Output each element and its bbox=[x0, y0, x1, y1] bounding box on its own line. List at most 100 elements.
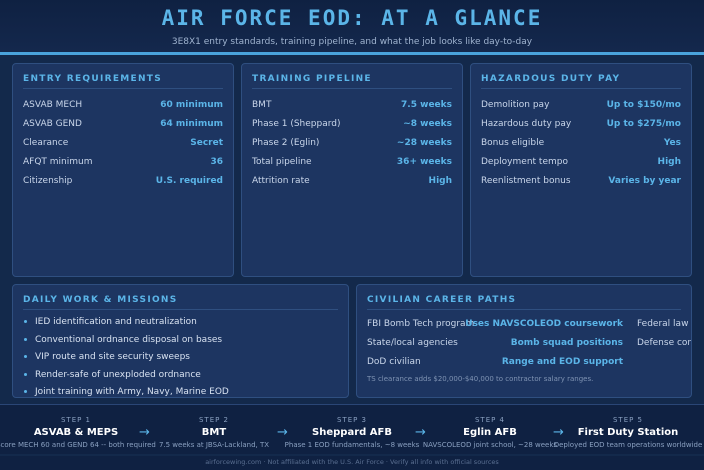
pay-row: Demolition pay Up to $150/mo bbox=[481, 96, 681, 115]
civilian-row: DoD civilian Range and EOD support bbox=[367, 353, 623, 372]
entry-row: Clearance Secret bbox=[23, 134, 223, 153]
training-row: Total pipeline 36+ weeks bbox=[252, 153, 452, 172]
row-label: AFQT minimum bbox=[23, 157, 93, 167]
step-name: First Duty Station bbox=[577, 427, 679, 438]
row-value: 7.5 weeks bbox=[401, 100, 452, 110]
list-item: Render-safe of unexploded ordnance bbox=[23, 370, 229, 388]
card-divider bbox=[23, 309, 338, 310]
row-value: Uses NAVSCOLEOD coursework bbox=[465, 319, 623, 329]
row-label: Citizenship bbox=[23, 176, 73, 186]
training-row: Phase 1 (Sheppard) ~8 weeks bbox=[252, 115, 452, 134]
row-value: Yes bbox=[663, 138, 681, 148]
step-name: ASVAB & MEPS bbox=[33, 427, 119, 438]
entry-row: AFQT minimum 36 bbox=[23, 153, 223, 172]
row-value: Secret bbox=[190, 138, 223, 148]
civilian-row: FBI Bomb Tech program Uses NAVSCOLEOD cou… bbox=[367, 315, 623, 334]
hazardous-duty-pay-title: HAZARDOUS DUTY PAY bbox=[481, 74, 621, 84]
arrow-right-icon: → bbox=[277, 425, 288, 440]
daily-work-title: DAILY WORK & MISSIONS bbox=[23, 295, 178, 305]
page-title: AIR FORCE EOD: AT A GLANCE bbox=[161, 6, 543, 30]
step-description: Phase 1 EOD fundamentals, ~8 weeks bbox=[284, 441, 420, 449]
civilian-overflow-label: Federal law e bbox=[637, 319, 692, 329]
row-label: Clearance bbox=[23, 138, 69, 148]
arrow-right-icon: → bbox=[415, 425, 426, 440]
bullet-icon bbox=[24, 355, 27, 358]
list-item: VIP route and site security sweeps bbox=[23, 352, 229, 370]
row-value: Up to $150/mo bbox=[606, 100, 681, 110]
row-value: Varies by year bbox=[608, 176, 681, 186]
civilian-career-title: CIVILIAN CAREER PATHS bbox=[367, 295, 517, 305]
step-name: BMT bbox=[201, 427, 227, 438]
entry-requirements-title: ENTRY REQUIREMENTS bbox=[23, 74, 163, 84]
list-item: Joint training with Army, Navy, Marine E… bbox=[23, 387, 229, 397]
pay-row: Deployment tempo High bbox=[481, 153, 681, 172]
step-number: STEP 4 bbox=[474, 416, 506, 424]
row-label: DoD civilian bbox=[367, 357, 421, 367]
step-description: 7.5 weeks at JBSA-Lackland, TX bbox=[158, 441, 270, 449]
training-pipeline-card: TRAINING PIPELINE BMT 7.5 weeks Phase 1 (… bbox=[241, 63, 463, 277]
page-footer: airforcewing.com · Not affiliated with t… bbox=[0, 456, 704, 470]
row-label: Phase 1 (Sheppard) bbox=[252, 119, 341, 129]
pay-row: Hazardous duty pay Up to $275/mo bbox=[481, 115, 681, 134]
step-number: STEP 2 bbox=[198, 416, 230, 424]
row-value: Bomb squad positions bbox=[510, 338, 623, 348]
row-label: FBI Bomb Tech program bbox=[367, 319, 475, 329]
step-number: STEP 1 bbox=[60, 416, 92, 424]
bullet-icon bbox=[24, 372, 27, 376]
entry-requirements-card: ENTRY REQUIREMENTS ASVAB MECH 60 minimum … bbox=[12, 63, 234, 277]
civilian-row: State/local agencies Bomb squad positions bbox=[367, 334, 623, 353]
row-value: 64 minimum bbox=[160, 119, 223, 129]
card-divider bbox=[367, 309, 681, 310]
training-row: Phase 2 (Eglin) ~28 weeks bbox=[252, 134, 452, 153]
row-value: Up to $275/mo bbox=[606, 119, 681, 129]
step-number: STEP 5 bbox=[612, 416, 644, 424]
arrow-right-icon: → bbox=[553, 425, 564, 440]
step-description: Deployed EOD team operations worldwide bbox=[553, 441, 703, 449]
row-value: 60 minimum bbox=[160, 100, 223, 110]
step-description: NAVSCOLEOD joint school, ~28 weeks bbox=[422, 441, 558, 449]
row-value: High bbox=[657, 157, 681, 167]
mission-list: IED identification and neutralization Co… bbox=[23, 317, 229, 397]
row-label: Deployment tempo bbox=[481, 157, 568, 167]
row-label: ASVAB GEND bbox=[23, 119, 82, 129]
list-item-text: Conventional ordnance disposal on bases bbox=[35, 334, 223, 345]
card-divider bbox=[481, 88, 681, 89]
civilian-note: TS clearance adds $20,000-$40,000 to con… bbox=[367, 375, 594, 383]
row-label: Demolition pay bbox=[481, 100, 550, 110]
card-divider bbox=[23, 88, 223, 89]
training-row: BMT 7.5 weeks bbox=[252, 96, 452, 115]
list-item: Conventional ordnance disposal on bases bbox=[23, 335, 229, 353]
row-label: BMT bbox=[252, 100, 272, 110]
row-value: ~28 weeks bbox=[396, 138, 452, 148]
entry-row: Citizenship U.S. required bbox=[23, 172, 223, 191]
entry-row: ASVAB GEND 64 minimum bbox=[23, 115, 223, 134]
page-subtitle: 3E8X1 entry standards, training pipeline… bbox=[171, 37, 533, 47]
hazardous-duty-pay-card: HAZARDOUS DUTY PAY Demolition pay Up to $… bbox=[470, 63, 692, 277]
daily-work-card: DAILY WORK & MISSIONS IED identification… bbox=[12, 284, 349, 398]
row-label: Hazardous duty pay bbox=[481, 119, 572, 129]
row-label: Attrition rate bbox=[252, 176, 310, 186]
row-label: Bonus eligible bbox=[481, 138, 545, 148]
row-value: ~8 weeks bbox=[403, 119, 452, 129]
step-name: Eglin AFB bbox=[463, 427, 517, 438]
list-item: IED identification and neutralization bbox=[23, 317, 229, 335]
card-divider bbox=[252, 88, 452, 89]
row-value: High bbox=[428, 176, 452, 186]
bullet-icon bbox=[24, 320, 27, 323]
civilian-career-card: CIVILIAN CAREER PATHS FBI Bomb Tech prog… bbox=[356, 284, 692, 398]
row-label: Reenlistment bonus bbox=[481, 176, 571, 186]
row-value: Range and EOD support bbox=[501, 357, 623, 367]
row-label: Phase 2 (Eglin) bbox=[252, 138, 320, 148]
row-label: State/local agencies bbox=[367, 338, 458, 348]
bullet-icon bbox=[24, 337, 27, 341]
row-label: ASVAB MECH bbox=[23, 100, 83, 110]
row-label: Total pipeline bbox=[252, 157, 312, 167]
row-value: U.S. required bbox=[155, 176, 223, 186]
training-row: Attrition rate High bbox=[252, 172, 452, 191]
list-item-text: Render-safe of unexploded ordnance bbox=[35, 369, 201, 380]
training-pipeline-title: TRAINING PIPELINE bbox=[252, 74, 372, 84]
header-divider bbox=[0, 52, 704, 55]
list-item-text: Joint training with Army, Navy, Marine E… bbox=[35, 387, 229, 397]
step-name: Sheppard AFB bbox=[312, 427, 392, 438]
header: AIR FORCE EOD: AT A GLANCE 3E8X1 entry s… bbox=[0, 0, 704, 54]
